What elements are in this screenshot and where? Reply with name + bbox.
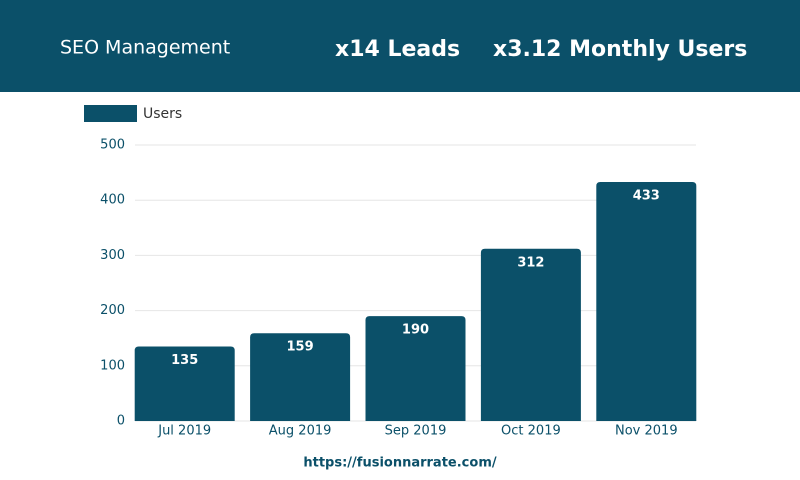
x-tick-label: Oct 2019 bbox=[501, 424, 561, 439]
header-band bbox=[0, 0, 800, 92]
data-label: 135 bbox=[171, 353, 198, 368]
y-tick-label: 0 bbox=[117, 414, 125, 429]
x-tick-label: Aug 2019 bbox=[269, 424, 332, 439]
bar bbox=[365, 316, 466, 421]
legend-label: Users bbox=[143, 106, 182, 122]
y-tick-label: 100 bbox=[100, 358, 125, 373]
header-title: SEO Management bbox=[60, 37, 230, 59]
data-label: 433 bbox=[633, 188, 660, 203]
bar bbox=[480, 248, 581, 421]
header-stat: x3.12 Monthly Users bbox=[493, 37, 747, 62]
header-stat: x14 Leads bbox=[335, 37, 460, 62]
y-tick-label: 300 bbox=[100, 248, 125, 263]
data-label: 312 bbox=[517, 255, 544, 270]
x-tick-label: Nov 2019 bbox=[615, 424, 678, 439]
y-tick-label: 200 bbox=[100, 303, 125, 318]
bar bbox=[250, 333, 351, 421]
data-label: 190 bbox=[402, 323, 429, 338]
data-label: 159 bbox=[287, 340, 314, 355]
y-tick-label: 400 bbox=[100, 193, 125, 208]
legend-swatch bbox=[84, 105, 137, 122]
x-tick-label: Jul 2019 bbox=[157, 424, 211, 439]
bar bbox=[134, 346, 235, 421]
y-tick-label: 500 bbox=[100, 138, 125, 153]
footer-url[interactable]: https://fusionnarrate.com/ bbox=[303, 456, 496, 471]
bar bbox=[596, 181, 697, 421]
x-tick-label: Sep 2019 bbox=[385, 424, 447, 439]
